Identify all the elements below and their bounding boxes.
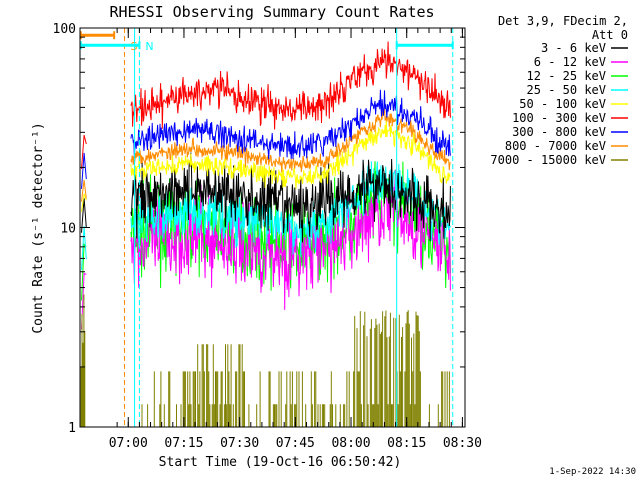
x-tick-label: 08:15 (387, 436, 426, 451)
series-layer (80, 41, 451, 427)
legend-header-line-2: Att 0 (592, 28, 628, 42)
legend-header-line-1: Det 3,9, FDecim 2, (498, 14, 628, 28)
x-axis-ticks: 07:00 07:15 07:30 07:45 08:00 08:15 08:30 (109, 28, 482, 451)
x-tick-label: 07:45 (276, 436, 315, 451)
legend-label: 300 - 800 keV (512, 125, 606, 139)
x-tick-label: 08:00 (331, 436, 370, 451)
marker-layer: SN (79, 28, 454, 427)
x-tick-label: 08:30 (443, 436, 482, 451)
y-axis-ticks: 100 10 1 (53, 22, 465, 436)
legend-label: 7000 - 15000 keV (490, 153, 606, 167)
y-tick-label: 10 (60, 222, 76, 237)
series-trace-100-300-kev (81, 41, 451, 170)
series-trace-3-6-kev (81, 152, 451, 243)
legend-label: 100 - 300 keV (512, 111, 606, 125)
x-tick-label: 07:00 (109, 436, 148, 451)
legend-label: 50 - 100 keV (519, 97, 606, 111)
x-axis-label: Start Time (19-Oct-16 06:50:42) (159, 455, 402, 470)
legend-label: 6 - 12 keV (534, 55, 606, 69)
series-trace-300-800-kev (81, 89, 451, 189)
y-axis-label: Count Rate (s⁻¹ detector⁻¹) (31, 122, 46, 333)
footer-timestamp: 1-Sep-2022 14:30 (549, 467, 636, 477)
series-trace-50-100-kev (81, 118, 451, 212)
marker-label-n: N (145, 40, 153, 53)
x-tick-label: 07:30 (220, 436, 259, 451)
legend-label: 800 - 7000 keV (505, 139, 606, 153)
legend-label: 3 - 6 keV (541, 41, 606, 55)
series-trace-7000-15000-kev (80, 294, 450, 427)
y-tick-label: 1 (68, 421, 76, 436)
legend-label: 25 - 50 keV (527, 83, 606, 97)
chart-title: RHESSI Observing Summary Count Rates (109, 3, 434, 21)
series-trace-6-12-kev (81, 170, 451, 330)
y-tick-label: 100 (53, 22, 76, 37)
series-trace-800-7000-kev (81, 108, 451, 202)
x-tick-label: 07:15 (164, 436, 203, 451)
series-trace-25-50-kev (81, 161, 451, 271)
legend-label: 12 - 25 keV (527, 69, 606, 83)
